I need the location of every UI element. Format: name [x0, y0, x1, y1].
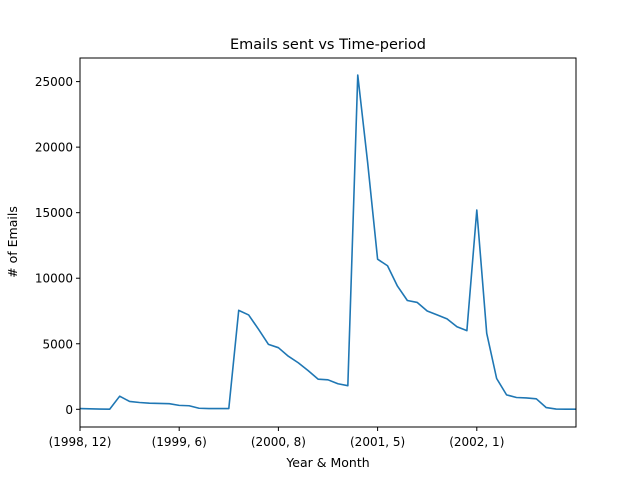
chart-title: Emails sent vs Time-period: [230, 37, 426, 53]
series-line-0: [79, 74, 576, 410]
x-tick-label: (2001, 5): [350, 435, 405, 449]
x-tick-label: (1998, 12): [49, 435, 112, 449]
y-axis-label: # of Emails: [5, 206, 20, 278]
y-tick-label: 10000: [35, 272, 73, 286]
x-axis-label: Year & Month: [285, 455, 369, 470]
y-tick-label: 0: [65, 403, 73, 417]
y-tick-label: 20000: [35, 141, 73, 155]
y-tick-label: 25000: [35, 75, 73, 89]
y-tick-label: 15000: [35, 206, 73, 220]
plot-area: 0 5000 10000 15000 20000 25000 (1998, 12) (1999…: [35, 74, 576, 449]
x-tick-label: (1999, 6): [152, 435, 207, 449]
x-tick-label: (2002, 1): [449, 435, 504, 449]
y-tick-label: 5000: [42, 337, 73, 351]
plot-frame: [79, 57, 577, 428]
x-tick-label: (2000, 8): [251, 435, 306, 449]
